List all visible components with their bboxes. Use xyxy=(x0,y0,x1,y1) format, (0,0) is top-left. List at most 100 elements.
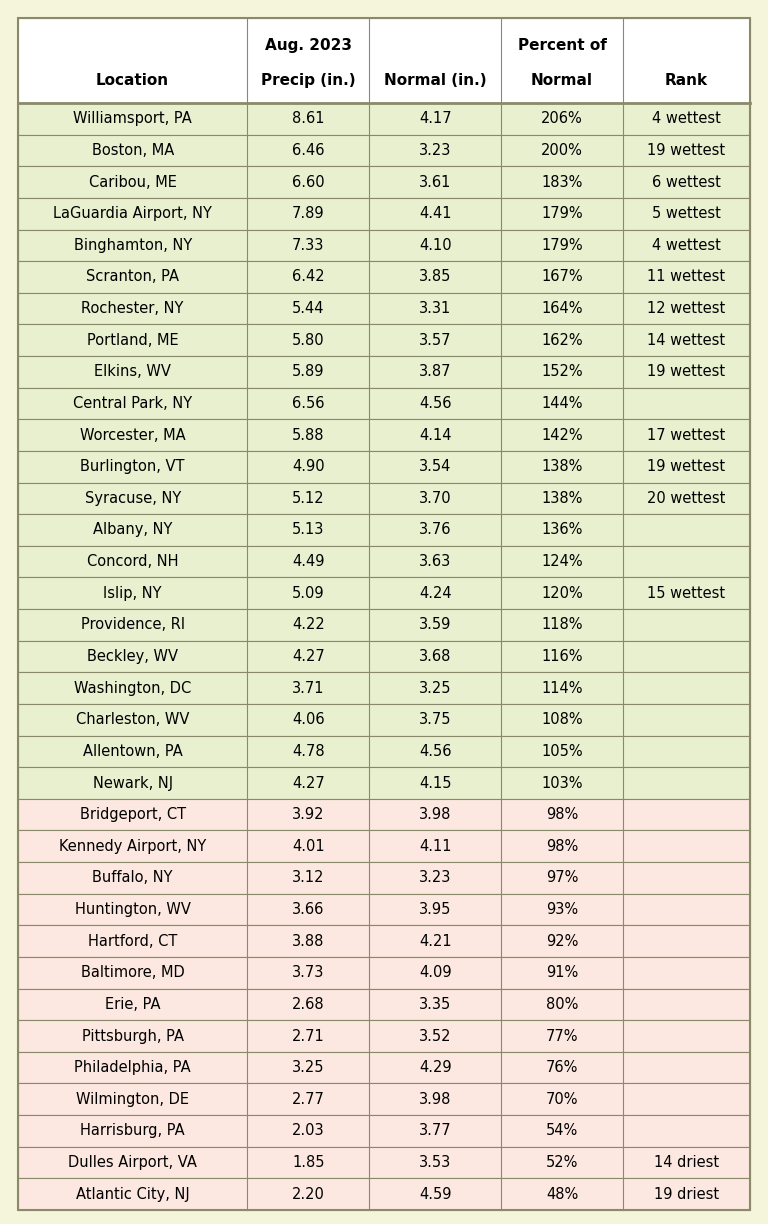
Text: 4.15: 4.15 xyxy=(419,776,452,791)
Text: 4.14: 4.14 xyxy=(419,427,452,443)
Text: 3.54: 3.54 xyxy=(419,459,452,474)
Text: 19 wettest: 19 wettest xyxy=(647,143,726,158)
Text: 167%: 167% xyxy=(541,269,583,284)
Text: 138%: 138% xyxy=(541,459,583,474)
Bar xyxy=(18,989,750,1021)
Text: 91%: 91% xyxy=(546,966,578,980)
Bar xyxy=(18,230,750,261)
Bar xyxy=(18,324,750,356)
Text: 3.66: 3.66 xyxy=(292,902,325,917)
Text: 3.76: 3.76 xyxy=(419,523,452,537)
Text: 114%: 114% xyxy=(541,681,583,695)
Bar xyxy=(18,830,750,862)
Text: 3.31: 3.31 xyxy=(419,301,452,316)
Bar xyxy=(18,736,750,767)
Text: 6.42: 6.42 xyxy=(292,269,325,284)
Text: 3.23: 3.23 xyxy=(419,143,452,158)
Text: 3.12: 3.12 xyxy=(292,870,325,885)
Text: 93%: 93% xyxy=(546,902,578,917)
Text: 6 wettest: 6 wettest xyxy=(652,175,721,190)
Text: 3.59: 3.59 xyxy=(419,617,452,633)
Bar xyxy=(18,1115,750,1147)
Text: 7.89: 7.89 xyxy=(292,206,325,222)
Text: 3.35: 3.35 xyxy=(419,996,452,1012)
Text: 7.33: 7.33 xyxy=(292,237,325,253)
Text: 4.17: 4.17 xyxy=(419,111,452,126)
Text: 4.78: 4.78 xyxy=(292,744,325,759)
Text: Caribou, ME: Caribou, ME xyxy=(89,175,177,190)
Text: 142%: 142% xyxy=(541,427,583,443)
Text: 4.21: 4.21 xyxy=(419,934,452,949)
Text: 1.85: 1.85 xyxy=(292,1155,325,1170)
Text: 3.92: 3.92 xyxy=(292,807,325,823)
Text: 5.89: 5.89 xyxy=(292,365,325,379)
Text: 5.80: 5.80 xyxy=(292,333,325,348)
Bar xyxy=(18,450,750,482)
Bar xyxy=(18,1083,750,1115)
Text: Worcester, MA: Worcester, MA xyxy=(80,427,186,443)
Text: Binghamton, NY: Binghamton, NY xyxy=(74,237,192,253)
Text: 11 wettest: 11 wettest xyxy=(647,269,726,284)
Text: 19 driest: 19 driest xyxy=(654,1187,719,1202)
Text: 4.29: 4.29 xyxy=(419,1060,452,1075)
Bar xyxy=(18,166,750,198)
Text: 76%: 76% xyxy=(546,1060,578,1075)
Text: 3.57: 3.57 xyxy=(419,333,452,348)
Text: 3.98: 3.98 xyxy=(419,807,452,823)
Text: Williamsport, PA: Williamsport, PA xyxy=(73,111,192,126)
Text: 4 wettest: 4 wettest xyxy=(652,237,721,253)
Bar xyxy=(18,925,750,957)
Text: Providence, RI: Providence, RI xyxy=(81,617,185,633)
Text: 3.68: 3.68 xyxy=(419,649,452,663)
Text: 4.01: 4.01 xyxy=(292,838,325,854)
Text: 179%: 179% xyxy=(541,206,583,222)
Text: 2.68: 2.68 xyxy=(292,996,325,1012)
Bar xyxy=(18,103,750,135)
Text: 3.75: 3.75 xyxy=(419,712,452,727)
Text: 80%: 80% xyxy=(546,996,578,1012)
Text: 4.11: 4.11 xyxy=(419,838,452,854)
Text: 19 wettest: 19 wettest xyxy=(647,459,726,474)
Bar xyxy=(18,1179,750,1211)
Text: 162%: 162% xyxy=(541,333,583,348)
Text: 6.56: 6.56 xyxy=(292,397,325,411)
Text: Burlington, VT: Burlington, VT xyxy=(81,459,185,474)
Text: 118%: 118% xyxy=(541,617,583,633)
Text: 14 driest: 14 driest xyxy=(654,1155,719,1170)
Text: Normal (in.): Normal (in.) xyxy=(384,73,487,88)
Text: 3.70: 3.70 xyxy=(419,491,452,506)
Text: 2.03: 2.03 xyxy=(292,1124,325,1138)
Text: 4 wettest: 4 wettest xyxy=(652,111,721,126)
Text: Erie, PA: Erie, PA xyxy=(105,996,161,1012)
Text: Syracuse, NY: Syracuse, NY xyxy=(84,491,180,506)
Text: Location: Location xyxy=(96,73,169,88)
Bar xyxy=(18,578,750,610)
Text: 105%: 105% xyxy=(541,744,583,759)
Text: 152%: 152% xyxy=(541,365,583,379)
Text: 4.59: 4.59 xyxy=(419,1187,452,1202)
Text: 6.46: 6.46 xyxy=(292,143,325,158)
Text: 3.98: 3.98 xyxy=(419,1092,452,1106)
Text: 3.61: 3.61 xyxy=(419,175,452,190)
Text: 3.23: 3.23 xyxy=(419,870,452,885)
Text: Central Park, NY: Central Park, NY xyxy=(73,397,192,411)
Text: Washington, DC: Washington, DC xyxy=(74,681,191,695)
Bar xyxy=(18,672,750,704)
Text: Dulles Airport, VA: Dulles Airport, VA xyxy=(68,1155,197,1170)
Text: 2.20: 2.20 xyxy=(292,1187,325,1202)
Text: 4.09: 4.09 xyxy=(419,966,452,980)
Text: 5.88: 5.88 xyxy=(292,427,325,443)
Text: 3.25: 3.25 xyxy=(292,1060,325,1075)
Bar xyxy=(18,546,750,578)
Text: 12 wettest: 12 wettest xyxy=(647,301,726,316)
Text: 54%: 54% xyxy=(546,1124,578,1138)
Text: 48%: 48% xyxy=(546,1187,578,1202)
Text: 3.88: 3.88 xyxy=(292,934,325,949)
Bar xyxy=(18,957,750,989)
Text: Baltimore, MD: Baltimore, MD xyxy=(81,966,184,980)
Bar xyxy=(18,704,750,736)
Text: 2.77: 2.77 xyxy=(292,1092,325,1106)
Bar xyxy=(18,514,750,546)
Text: 4.06: 4.06 xyxy=(292,712,325,727)
Text: 164%: 164% xyxy=(541,301,583,316)
